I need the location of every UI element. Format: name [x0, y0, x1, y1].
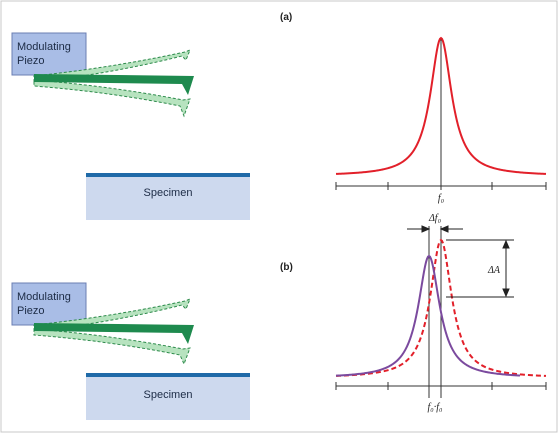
resonance-curve-a [335, 36, 547, 175]
specimen-a-surface [86, 173, 250, 177]
modulating-piezo-a [11, 32, 87, 76]
specimen-b [86, 376, 250, 420]
modulating-piezo-b [11, 282, 87, 326]
axis-b-ticks [335, 382, 547, 390]
cantilever-a [34, 74, 194, 95]
specimen-b-surface [86, 373, 250, 377]
specimen-b-label: Specimen [144, 389, 193, 401]
axis-a-ticks [335, 182, 547, 190]
f0-pair-label-b: f₀·f₀ [427, 402, 443, 413]
panel-b-label: (b) [280, 262, 293, 273]
delta-a-arrows [446, 239, 514, 298]
cantilever-a-lower-ghost [33, 79, 191, 118]
specimen-a [86, 176, 250, 220]
piezo-a-label-line1: Modulating [17, 41, 71, 53]
cantilever-b [34, 323, 194, 344]
resonance-curve-b-original [335, 238, 547, 377]
panel-a-label: (a) [280, 12, 292, 23]
cantilever-b-lower-ghost [33, 328, 191, 366]
piezo-b-label-line1: Modulating [17, 291, 71, 303]
delta-f-label: Δf₀ [428, 213, 442, 224]
specimen-a-label: Specimen [144, 187, 193, 199]
piezo-a-label-line2: Piezo [17, 55, 45, 67]
delta-f-arrows [407, 225, 463, 233]
delta-a-label: ΔA [487, 265, 501, 276]
resonance-curve-b-shifted [335, 254, 521, 377]
f0-label-a: f₀ [438, 193, 445, 204]
piezo-b-label-line2: Piezo [17, 305, 45, 317]
